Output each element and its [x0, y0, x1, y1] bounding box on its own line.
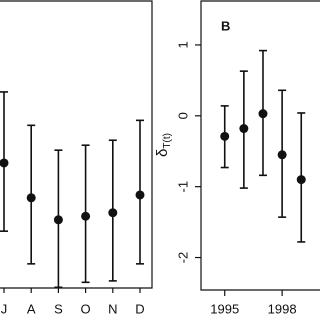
x-tick-label: 1995	[210, 301, 239, 316]
x-tick-label: A	[27, 301, 36, 316]
x-tick-label: N	[108, 301, 117, 316]
x-tick-label: 1998	[268, 301, 297, 316]
x-tick-label: O	[81, 301, 91, 316]
point	[108, 208, 118, 218]
y-tick-label: -2	[175, 252, 190, 264]
point	[296, 175, 306, 185]
y-label-sub: T(t)	[162, 133, 173, 149]
point	[26, 193, 36, 203]
right-panel-frame	[200, 0, 320, 291]
panel-label: B	[221, 18, 230, 33]
point	[135, 190, 145, 200]
x-tick-label: J	[1, 301, 8, 316]
x-tick-label: S	[54, 301, 63, 316]
left-panel-frame	[0, 0, 153, 289]
y-tick-label: 1	[175, 41, 190, 48]
y-tick-label: 0	[175, 112, 190, 119]
y-axis-label: δT(t)	[154, 133, 173, 157]
point	[53, 215, 63, 225]
x-tick-label: D	[135, 301, 144, 316]
point	[0, 158, 9, 168]
point	[239, 124, 249, 134]
point	[277, 150, 287, 160]
point	[220, 131, 230, 141]
y-label-main: δ	[154, 149, 171, 157]
point	[81, 211, 91, 221]
point	[258, 109, 268, 119]
y-tick-label: -1	[175, 181, 190, 193]
